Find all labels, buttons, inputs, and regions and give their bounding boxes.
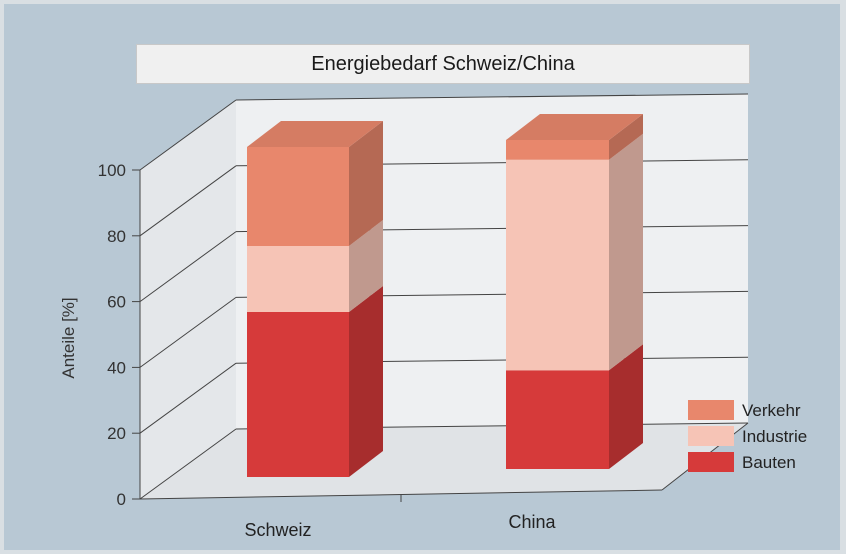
y-tick-label: 60 bbox=[107, 293, 126, 312]
legend-label-bauten: Bauten bbox=[742, 453, 796, 472]
bar-top-face bbox=[506, 114, 643, 140]
bar-side-face bbox=[349, 121, 383, 246]
gridline-side bbox=[139, 165, 237, 237]
legend-label-verkehr: Verkehr bbox=[742, 401, 801, 420]
y-tick-label: 40 bbox=[107, 358, 126, 377]
gridline-side bbox=[139, 296, 237, 368]
category-label: China bbox=[508, 512, 556, 532]
legend-swatch-verkehr bbox=[688, 400, 734, 420]
bar-side-face bbox=[609, 114, 643, 160]
bar-segment-industrie bbox=[506, 133, 643, 371]
bar-side-face bbox=[349, 286, 383, 477]
bar-segment-verkehr bbox=[506, 114, 643, 160]
floor bbox=[140, 423, 748, 499]
y-tick-label: 80 bbox=[107, 227, 126, 246]
bar-front-face bbox=[247, 312, 349, 477]
bar-front-face bbox=[247, 147, 349, 246]
gridline-side bbox=[139, 99, 237, 171]
y-tick-label: 20 bbox=[107, 424, 126, 443]
legend-swatch-industrie bbox=[688, 426, 734, 446]
chart-title: Energiebedarf Schweiz/China bbox=[136, 44, 750, 84]
bar-side-face bbox=[349, 220, 383, 312]
bar-side-face bbox=[609, 344, 643, 469]
side-wall bbox=[140, 100, 236, 499]
bar-side-face bbox=[609, 133, 643, 371]
bar-segment-bauten bbox=[506, 344, 643, 469]
gridline-side bbox=[139, 231, 237, 303]
bar-segment-bauten bbox=[247, 286, 383, 477]
gridline-side bbox=[139, 428, 237, 500]
y-tick-label: 0 bbox=[117, 490, 126, 509]
bar-front-face bbox=[506, 370, 609, 469]
legend-swatch-bauten bbox=[688, 452, 734, 472]
gridline-side bbox=[139, 362, 237, 434]
bar-front-face bbox=[506, 140, 609, 160]
legend-label-industrie: Industrie bbox=[742, 427, 807, 446]
bar-front-face bbox=[506, 159, 609, 371]
bar-segment-industrie bbox=[247, 220, 383, 312]
gridline-back bbox=[235, 93, 749, 101]
y-axis-title: Anteile [%] bbox=[59, 297, 78, 378]
bar-top-face bbox=[247, 121, 383, 147]
bar-front-face bbox=[247, 246, 349, 312]
category-label: Schweiz bbox=[244, 520, 311, 540]
y-tick-label: 100 bbox=[98, 161, 126, 180]
bar-segment-verkehr bbox=[247, 121, 383, 246]
